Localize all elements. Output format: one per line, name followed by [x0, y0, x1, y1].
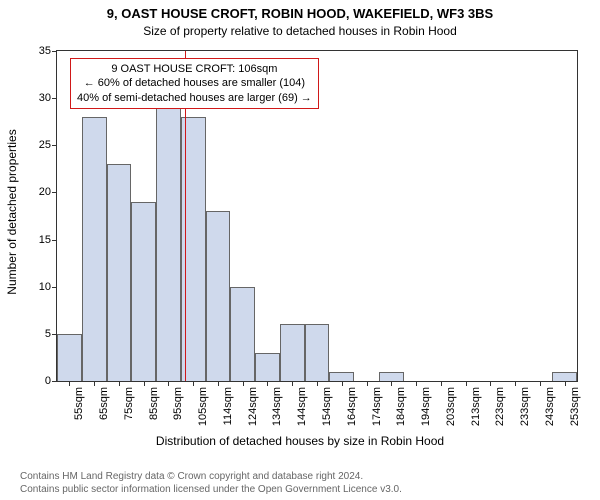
histogram-bar: [255, 353, 280, 381]
x-tick-label: 95sqm: [172, 387, 184, 420]
histogram-bar: [230, 287, 255, 381]
histogram-bar: [82, 117, 107, 381]
x-tick-label: 223sqm: [494, 387, 506, 426]
x-tick-mark: [267, 381, 268, 386]
x-tick-mark: [416, 381, 417, 386]
histogram-bar: [280, 324, 305, 381]
x-tick-mark: [292, 381, 293, 386]
y-tick-mark: [52, 98, 57, 99]
x-tick-mark: [342, 381, 343, 386]
x-tick-label: 134sqm: [271, 387, 283, 426]
x-tick-mark: [441, 381, 442, 386]
x-tick-label: 164sqm: [346, 387, 358, 426]
footer-line: Contains public sector information licen…: [20, 483, 402, 496]
x-tick-mark: [94, 381, 95, 386]
x-tick-mark: [367, 381, 368, 386]
histogram-bar: [305, 324, 330, 381]
x-tick-label: 154sqm: [321, 387, 333, 426]
x-tick-label: 65sqm: [98, 387, 110, 420]
x-tick-label: 174sqm: [371, 387, 383, 426]
y-tick-mark: [52, 145, 57, 146]
x-tick-mark: [218, 381, 219, 386]
x-tick-label: 184sqm: [395, 387, 407, 426]
x-tick-mark: [69, 381, 70, 386]
x-tick-label: 194sqm: [420, 387, 432, 426]
x-tick-mark: [515, 381, 516, 386]
x-tick-label: 243sqm: [544, 387, 556, 426]
x-tick-mark: [193, 381, 194, 386]
x-tick-mark: [391, 381, 392, 386]
histogram-bar: [57, 334, 82, 381]
histogram-bar: [206, 211, 231, 381]
x-tick-mark: [466, 381, 467, 386]
annotation-line: ← 60% of detached houses are smaller (10…: [77, 76, 312, 90]
chart-title-main: 9, OAST HOUSE CROFT, ROBIN HOOD, WAKEFIE…: [0, 6, 600, 21]
y-tick-mark: [52, 287, 57, 288]
annotation-line: 40% of semi-detached houses are larger (…: [77, 91, 312, 105]
x-tick-mark: [119, 381, 120, 386]
histogram-bar: [156, 108, 181, 381]
x-tick-label: 144sqm: [296, 387, 308, 426]
x-tick-mark: [168, 381, 169, 386]
x-tick-mark: [243, 381, 244, 386]
x-tick-mark: [490, 381, 491, 386]
y-tick-mark: [52, 240, 57, 241]
chart-title-sub: Size of property relative to detached ho…: [0, 24, 600, 38]
histogram-bar: [329, 372, 354, 381]
y-axis-label: Number of detached properties: [5, 47, 19, 377]
x-axis-label: Distribution of detached houses by size …: [0, 434, 600, 448]
x-tick-mark: [317, 381, 318, 386]
histogram-bar: [107, 164, 132, 381]
x-tick-label: 203sqm: [445, 387, 457, 426]
annotation-line: 9 OAST HOUSE CROFT: 106sqm: [77, 62, 312, 76]
x-tick-label: 213sqm: [470, 387, 482, 426]
x-tick-mark: [540, 381, 541, 386]
annotation-box: 9 OAST HOUSE CROFT: 106sqm← 60% of detac…: [70, 58, 319, 109]
y-tick-mark: [52, 381, 57, 382]
x-tick-label: 105sqm: [197, 387, 209, 426]
x-tick-label: 124sqm: [247, 387, 259, 426]
y-tick-mark: [52, 192, 57, 193]
x-tick-label: 85sqm: [148, 387, 160, 420]
footer-line: Contains HM Land Registry data © Crown c…: [20, 470, 402, 483]
x-tick-label: 114sqm: [222, 387, 234, 425]
y-tick-mark: [52, 51, 57, 52]
x-tick-mark: [144, 381, 145, 386]
footer-text: Contains HM Land Registry data © Crown c…: [20, 470, 402, 496]
histogram-bar: [379, 372, 404, 381]
histogram-bar: [552, 372, 577, 381]
x-tick-mark: [565, 381, 566, 386]
x-tick-label: 55sqm: [73, 387, 85, 420]
x-tick-label: 233sqm: [519, 387, 531, 426]
x-tick-label: 75sqm: [123, 387, 135, 420]
histogram-bar: [131, 202, 156, 381]
x-tick-label: 253sqm: [569, 387, 581, 426]
